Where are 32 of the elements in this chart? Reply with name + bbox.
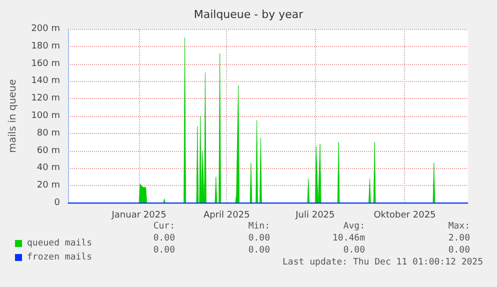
x-tick-label: Oktober 2025 — [374, 210, 436, 220]
x-tick-label: April 2025 — [203, 210, 250, 220]
text: Last update: Thu Dec 11 01:00:12 2025 — [282, 258, 483, 268]
text: Cur: — [153, 222, 175, 232]
y-tick-label: 180 m — [31, 41, 60, 52]
y-tick-label: 120 m — [31, 94, 60, 104]
y-tick-label: 140 m — [31, 76, 60, 86]
text: Max: — [448, 222, 470, 232]
y-tick-label: 100 m — [31, 111, 60, 121]
text: Avg: — [343, 222, 365, 232]
text: 0.00 — [153, 234, 175, 244]
x-tick-label: Juli 2025 — [294, 210, 335, 220]
y-axis-title: mails in queue — [8, 79, 18, 153]
y-tick-label: 40 m — [36, 163, 60, 174]
legend-label: queued mails — [27, 238, 92, 248]
text: 0.00 — [248, 234, 270, 244]
y-tick-label: 200 m — [31, 24, 60, 34]
y-tick-label: 160 m — [31, 58, 60, 69]
text: 2.00 — [448, 234, 470, 244]
y-tick-label: 0 — [54, 198, 60, 208]
text: 0.00 — [153, 246, 175, 256]
x-tick-label: Januar 2025 — [110, 210, 166, 220]
y-tick-label: 60 m — [36, 146, 60, 156]
legend-label: frozen mails — [27, 252, 92, 262]
text: 10.46m — [332, 234, 365, 244]
y-tick-label: 20 m — [36, 180, 60, 191]
chart-title: Mailqueue - by year — [194, 8, 304, 21]
y-tick-label: 80 m — [36, 128, 60, 138]
text: 0.00 — [343, 246, 365, 256]
text: 0.00 — [248, 246, 270, 256]
text: 0.00 — [448, 246, 470, 256]
text: Min: — [248, 222, 270, 232]
